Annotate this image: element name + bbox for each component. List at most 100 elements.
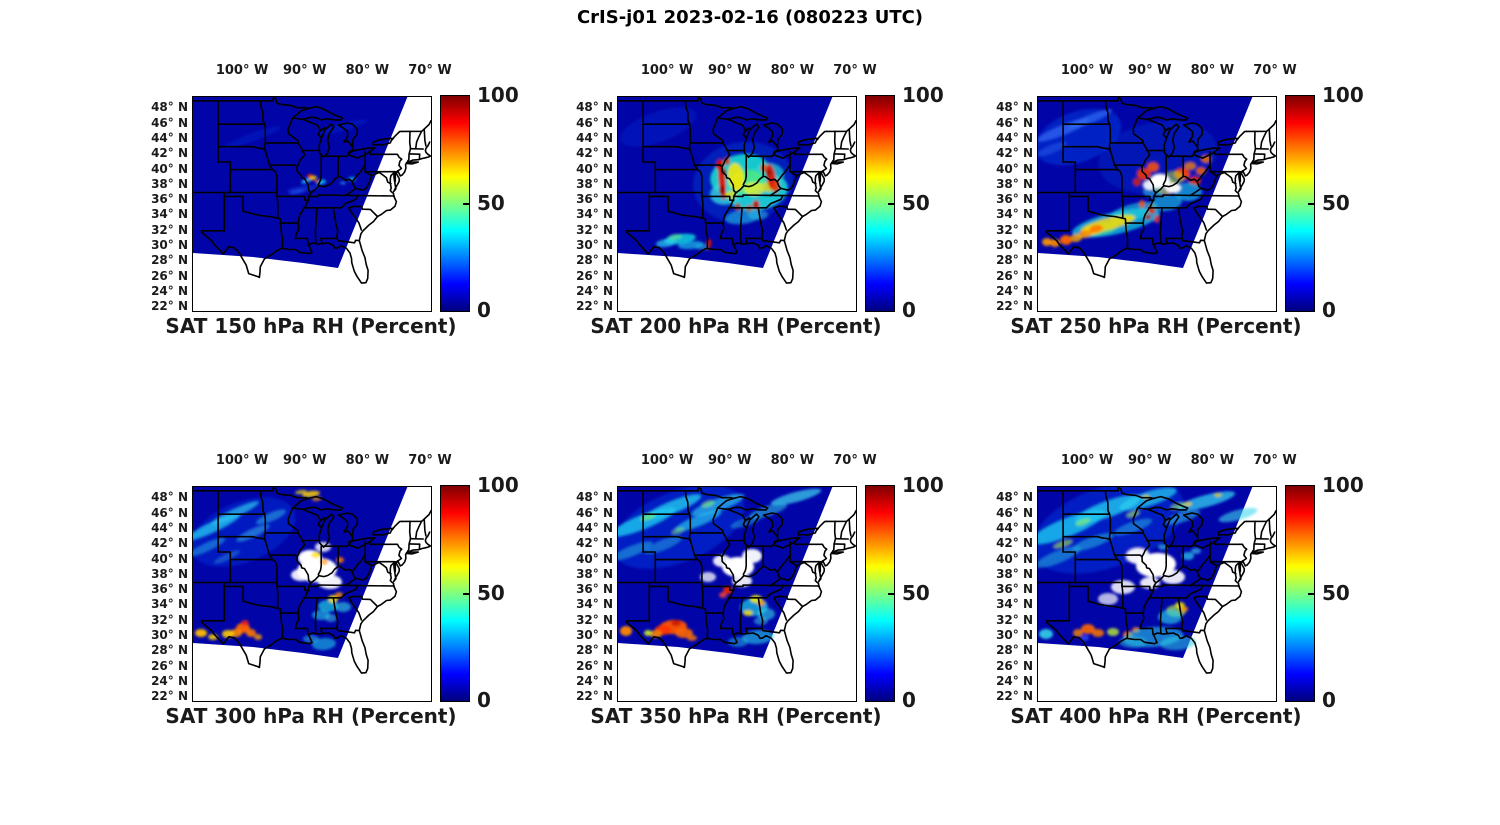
lat-tick-label: 46° N <box>996 505 1033 520</box>
lon-tick-label: 70° W <box>408 63 452 78</box>
colorbar-tick-label: 100 <box>1322 83 1364 107</box>
lat-tick-label: 38° N <box>996 176 1033 191</box>
map-panel-sat-250hpa-rh: 100° W 90° W 80° W 70° W 48° N 46° N 44° N 42°… <box>988 58 1388 358</box>
lon-tick-label: 90° W <box>708 63 752 78</box>
lat-tick-label: 30° N <box>151 628 188 643</box>
lon-tick-label: 100° W <box>215 453 269 468</box>
lat-tick-label: 28° N <box>151 643 188 658</box>
colorbar-tick-label: 100 <box>1322 473 1364 497</box>
lat-tick-label: 42° N <box>576 146 613 161</box>
lat-tick-label: 22° N <box>996 689 1033 704</box>
lat-tick-label: 34° N <box>151 597 188 612</box>
lat-tick-label: 48° N <box>996 100 1033 115</box>
lat-tick-label: 36° N <box>996 582 1033 597</box>
panel-title: SAT 350 hPa RH (Percent) <box>590 704 882 728</box>
lat-tick-label: 40° N <box>151 161 188 176</box>
lat-tick-label: 28° N <box>576 643 613 658</box>
lon-tick-label: 70° W <box>1253 63 1297 78</box>
panel-title: SAT 300 hPa RH (Percent) <box>165 704 457 728</box>
lon-tick-label: 90° W <box>283 453 327 468</box>
panel-title: SAT 250 hPa RH (Percent) <box>1010 314 1302 338</box>
lat-tick-label: 30° N <box>576 628 613 643</box>
panel-title: SAT 200 hPa RH (Percent) <box>590 314 882 338</box>
colorbar-tick-50 <box>463 592 469 595</box>
figure-title: CrIS-j01 2023-02-16 (080223 UTC) <box>576 7 924 28</box>
colorbar <box>865 95 895 312</box>
lat-tick-label: 22° N <box>996 299 1033 314</box>
lat-tick-label: 34° N <box>151 207 188 222</box>
lat-tick-label: 30° N <box>996 628 1033 643</box>
lon-tick-label: 70° W <box>1253 453 1297 468</box>
lat-tick-label: 34° N <box>576 207 613 222</box>
lat-tick-label: 42° N <box>151 536 188 551</box>
colorbar-tick-label: 100 <box>902 473 944 497</box>
rh-map <box>1038 487 1276 674</box>
lat-tick-label: 48° N <box>576 490 613 505</box>
lat-tick-label: 32° N <box>151 222 188 237</box>
lat-tick-label: 22° N <box>576 299 613 314</box>
lat-tick-label: 24° N <box>576 283 613 298</box>
colorbar <box>865 485 895 702</box>
lon-tick-label: 70° W <box>408 453 452 468</box>
colorbar-tick-label: 100 <box>902 83 944 107</box>
lat-tick-label: 42° N <box>996 536 1033 551</box>
lat-tick-label: 22° N <box>151 299 188 314</box>
lat-tick-label: 44° N <box>996 131 1033 146</box>
lat-tick-label: 30° N <box>576 238 613 253</box>
rh-map <box>193 487 431 674</box>
lat-tick-label: 44° N <box>576 521 613 536</box>
lat-tick-label: 44° N <box>576 131 613 146</box>
colorbar-tick-label: 0 <box>902 688 916 712</box>
lat-tick-label: 44° N <box>151 131 188 146</box>
lat-tick-label: 28° N <box>996 253 1033 268</box>
colorbar-tick-label: 0 <box>1322 688 1336 712</box>
lat-tick-label: 36° N <box>576 582 613 597</box>
lat-tick-label: 30° N <box>996 238 1033 253</box>
lon-tick-label: 80° W <box>1190 63 1235 78</box>
lat-tick-label: 24° N <box>996 673 1033 688</box>
lon-tick-label: 80° W <box>770 63 815 78</box>
lat-tick-label: 32° N <box>576 612 613 627</box>
lat-tick-label: 28° N <box>576 253 613 268</box>
panel-title: SAT 400 hPa RH (Percent) <box>1010 704 1302 728</box>
lat-tick-label: 24° N <box>151 283 188 298</box>
lon-tick-label: 80° W <box>1190 453 1235 468</box>
lat-tick-label: 42° N <box>996 146 1033 161</box>
lat-tick-label: 46° N <box>576 505 613 520</box>
rh-map <box>618 97 856 284</box>
lon-tick-label: 90° W <box>1128 63 1172 78</box>
lat-tick-label: 40° N <box>576 551 613 566</box>
lat-tick-label: 24° N <box>151 673 188 688</box>
lat-tick-label: 46° N <box>151 505 188 520</box>
colorbar-tick-label: 100 <box>477 473 519 497</box>
lat-tick-label: 22° N <box>151 689 188 704</box>
lat-tick-label: 42° N <box>151 146 188 161</box>
lat-tick-label: 30° N <box>151 238 188 253</box>
map-frame <box>1037 96 1277 312</box>
lat-tick-label: 46° N <box>151 115 188 130</box>
lat-tick-label: 32° N <box>996 222 1033 237</box>
lat-tick-label: 32° N <box>576 222 613 237</box>
colorbar-tick-label: 0 <box>902 298 916 322</box>
map-panel-sat-150hpa-rh: 100° W 90° W 80° W 70° W 48° N 46° N 44° N 42°… <box>143 58 543 358</box>
lat-tick-label: 44° N <box>151 521 188 536</box>
lon-tick-label: 80° W <box>770 453 815 468</box>
colorbar-tick-label: 0 <box>477 298 491 322</box>
lon-tick-label: 100° W <box>1060 63 1114 78</box>
lat-tick-label: 48° N <box>151 100 188 115</box>
lon-tick-label: 90° W <box>1128 453 1172 468</box>
lon-tick-label: 100° W <box>1060 453 1114 468</box>
lat-tick-label: 48° N <box>151 490 188 505</box>
lat-tick-label: 28° N <box>151 253 188 268</box>
lon-tick-label: 80° W <box>345 63 390 78</box>
colorbar-tick-50 <box>888 202 894 205</box>
lon-tick-label: 90° W <box>708 453 752 468</box>
colorbar-tick-50 <box>463 202 469 205</box>
lat-tick-label: 26° N <box>576 268 613 283</box>
colorbar-tick-label: 50 <box>1322 190 1350 215</box>
lon-tick-label: 100° W <box>215 63 269 78</box>
lat-tick-label: 26° N <box>151 658 188 673</box>
colorbar-tick-label: 0 <box>1322 298 1336 322</box>
panel-title: SAT 150 hPa RH (Percent) <box>165 314 457 338</box>
